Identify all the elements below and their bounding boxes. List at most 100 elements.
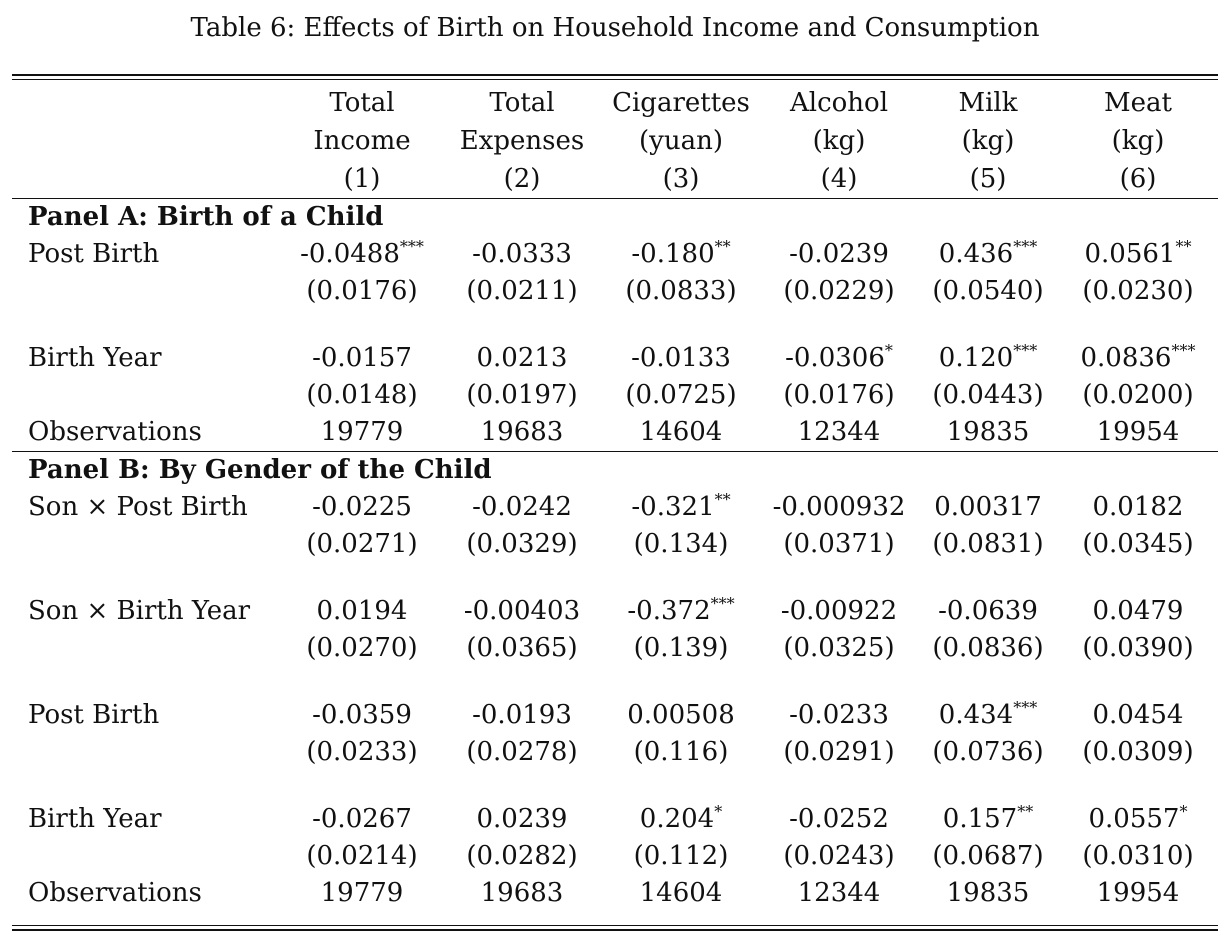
coef-value: 0.00317 <box>934 492 1042 522</box>
coef-row: Son × Post Birth -0.0225 -0.0242 -0.321** -0… <box>12 489 1218 526</box>
column-header: (1) <box>343 164 381 194</box>
column-header: (kg) <box>1111 126 1165 156</box>
row-label-empty <box>12 734 282 771</box>
significance-stars: * <box>884 341 893 360</box>
coef-value: -0.0193 <box>472 700 572 730</box>
top-rule <box>12 74 1218 76</box>
se-row: (0.0270) (0.0365) (0.139) (0.0325) (0.0836) (… <box>12 630 1218 667</box>
column-header: (3) <box>662 164 700 194</box>
observations-cell: 12344 <box>797 417 881 447</box>
coef-value: 0.157 <box>942 804 1018 834</box>
coef-value: -0.00922 <box>780 596 898 626</box>
coef-value: -0.0306 <box>785 343 885 373</box>
coef-cell: -0.0242 <box>442 489 602 526</box>
row-label: Birth Year <box>28 343 162 373</box>
column-header: Cigarettes <box>612 88 750 118</box>
se-cell: (0.134) <box>633 529 729 559</box>
se-cell: (0.0831) <box>932 529 1044 559</box>
observations-row: Observations 19779 19683 14604 12344 19835 199… <box>12 875 1218 912</box>
se-cell: (0.0270) <box>306 633 418 663</box>
column-header: (4) <box>820 164 858 194</box>
coef-cell: -0.372*** <box>602 593 760 630</box>
coef-cell: 0.0213 <box>442 340 602 377</box>
row-label: Son × Birth Year <box>28 596 251 626</box>
coef-cell: 0.0239 <box>442 801 602 838</box>
coef-cell: -0.0193 <box>442 697 602 734</box>
observations-cell: 14604 <box>639 417 723 447</box>
coef-row: Son × Birth Year 0.0194 -0.00403 -0.372*** -… <box>12 593 1218 630</box>
coef-value: -0.372 <box>627 596 711 626</box>
observations-cell: 19835 <box>946 417 1030 447</box>
se-cell: (0.0176) <box>306 276 418 306</box>
coef-value: 0.0557 <box>1088 804 1180 834</box>
se-cell: (0.116) <box>633 737 729 767</box>
header-row: (1) (2) (3) (4) (5) (6) <box>12 160 1218 199</box>
column-header: Income <box>313 126 411 156</box>
observations-row: Observations 19779 19683 14604 12344 19835 199… <box>12 414 1218 452</box>
header-row: Income Expenses (yuan) (kg) (kg) (kg) <box>12 122 1218 160</box>
significance-stars: ** <box>1017 802 1034 821</box>
coef-cell: 0.434*** <box>918 697 1058 734</box>
coef-cell: 0.0454 <box>1058 697 1218 734</box>
row-label-empty <box>12 273 282 310</box>
coef-cell: 0.00317 <box>918 489 1058 526</box>
column-header: Alcohol <box>789 88 889 118</box>
coef-value: -0.0267 <box>312 804 412 834</box>
column-header: (yuan) <box>639 126 723 156</box>
spacer-row <box>12 667 1218 697</box>
table-caption: Table 6: Effects of Birth on Household I… <box>190 13 1040 43</box>
coef-value: 0.0454 <box>1092 700 1184 730</box>
bottom-rule-outer <box>12 929 1218 931</box>
significance-stars: ** <box>714 490 731 509</box>
se-cell: (0.0310) <box>1082 841 1194 871</box>
observations-label: Observations <box>28 878 202 908</box>
coef-row: Birth Year -0.0267 0.0239 0.204* -0.0252 0.15… <box>12 801 1218 838</box>
se-cell: (0.0836) <box>932 633 1044 663</box>
observations-cell: 12344 <box>797 878 881 908</box>
coef-row: Birth Year -0.0157 0.0213 -0.0133 -0.0306* 0.… <box>12 340 1218 377</box>
se-cell: (0.0233) <box>306 737 418 767</box>
se-cell: (0.0365) <box>466 633 578 663</box>
se-cell: (0.0291) <box>783 737 895 767</box>
se-cell: (0.0176) <box>783 380 895 410</box>
se-cell: (0.0271) <box>306 529 418 559</box>
row-label-empty <box>12 377 282 414</box>
row-label: Post Birth <box>28 700 160 730</box>
observations-cell: 19835 <box>946 878 1030 908</box>
se-cell: (0.0148) <box>306 380 418 410</box>
coef-cell: 0.00508 <box>602 697 760 734</box>
coef-cell: -0.0306* <box>760 340 918 377</box>
se-cell: (0.0229) <box>783 276 895 306</box>
coef-cell: 0.204* <box>602 801 760 838</box>
row-label: Son × Post Birth <box>28 492 248 522</box>
se-cell: (0.112) <box>633 841 729 871</box>
coef-cell: 0.0836*** <box>1058 340 1218 377</box>
observations-cell: 19779 <box>320 878 404 908</box>
significance-stars: *** <box>710 594 735 613</box>
coef-cell: -0.0157 <box>282 340 442 377</box>
column-header: (5) <box>969 164 1007 194</box>
column-header: Expenses <box>459 126 585 156</box>
spacer <box>12 310 1218 340</box>
se-cell: (0.0390) <box>1082 633 1194 663</box>
se-row: (0.0214) (0.0282) (0.112) (0.0243) (0.0687) (… <box>12 838 1218 875</box>
row-label-empty <box>12 630 282 667</box>
se-cell: (0.0345) <box>1082 529 1194 559</box>
coef-cell: -0.0252 <box>760 801 918 838</box>
spacer <box>12 563 1218 593</box>
se-cell: (0.0278) <box>466 737 578 767</box>
coef-value: 0.120 <box>938 343 1014 373</box>
observations-cell: 19779 <box>320 417 404 447</box>
significance-stars: ** <box>714 237 731 256</box>
row-label-empty <box>12 838 282 875</box>
se-cell: (0.0371) <box>783 529 895 559</box>
coef-value: 0.434 <box>938 700 1014 730</box>
coef-value: -0.000932 <box>772 492 906 522</box>
coef-cell: -0.0233 <box>760 697 918 734</box>
results-table: Total Total Cigarettes Alcohol Milk Meat Incom… <box>12 84 1218 912</box>
significance-stars: *** <box>1013 237 1038 256</box>
observations-cell: 19683 <box>480 878 564 908</box>
coef-cell: -0.321** <box>602 489 760 526</box>
coef-value: -0.0242 <box>472 492 572 522</box>
observations-cell: 19683 <box>480 417 564 447</box>
